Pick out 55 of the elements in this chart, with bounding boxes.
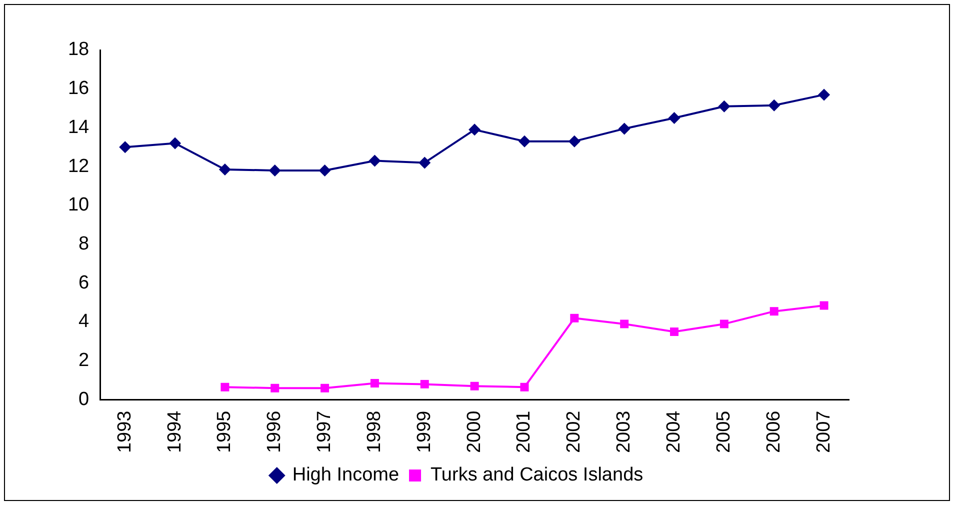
x-tick-label: 1993 [114,410,136,454]
point [270,384,280,392]
point [720,320,728,328]
x-tick-label: 2002 [564,410,585,454]
point [320,384,330,392]
point [468,124,481,136]
x-tick-label: 1997 [314,410,336,454]
y-tick-label: 4 [78,311,90,332]
y-tick-label: 10 [68,194,90,216]
point [518,135,530,148]
point [318,164,331,176]
point [768,99,780,112]
x-tick-label: 2006 [763,410,784,454]
x-tick-label: 1998 [364,410,385,454]
y-tick-label: 0 [78,388,90,410]
y-tick-label: 16 [68,78,90,100]
y-tick-label: 2 [78,350,90,372]
point [718,100,730,112]
point [169,137,182,150]
point [119,141,132,154]
point [618,122,630,135]
x-tick-label: 1995 [214,410,236,454]
x-tick-label: 2004 [664,410,684,454]
point [420,380,429,388]
point [820,301,828,310]
point [218,163,231,176]
y-tick-label: 18 [68,39,90,60]
y-tick-label: 14 [68,116,90,138]
point [470,382,479,390]
point [370,378,379,388]
legend-label: Turks and Caicos Islands [430,464,644,486]
point [770,307,778,316]
y-tick-label: 8 [78,234,90,255]
point [520,382,529,392]
x-tick-label: 1999 [414,410,435,454]
point [668,112,680,124]
x-tick-label: 2001 [514,410,535,454]
x-tick-label: 2000 [464,410,485,454]
x-tick-label: 1994 [164,410,186,454]
point [818,88,830,101]
y-tick-label: 6 [78,272,90,294]
x-tick-label: 2007 [813,410,834,454]
x-tick-label: 2003 [614,410,635,454]
point [418,156,431,169]
y-tick-label: 12 [68,156,90,177]
point [568,135,580,148]
point [670,327,679,336]
x-tick-label: 1996 [264,410,286,454]
point [620,320,629,328]
point [268,164,281,176]
point [368,154,381,167]
legend-label: High Income [292,464,400,486]
x-tick-label: 2005 [713,410,734,454]
point [570,314,579,322]
point [220,382,230,392]
